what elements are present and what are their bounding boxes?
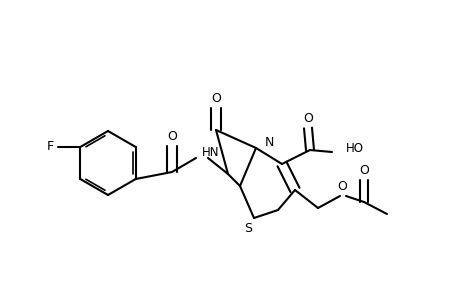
Text: O: O bbox=[167, 130, 177, 143]
Text: HO: HO bbox=[345, 142, 363, 154]
Text: O: O bbox=[302, 112, 312, 125]
Text: HN: HN bbox=[202, 146, 219, 158]
Text: O: O bbox=[358, 164, 368, 178]
Text: O: O bbox=[211, 92, 220, 106]
Text: F: F bbox=[47, 140, 54, 154]
Text: N: N bbox=[264, 136, 274, 149]
Text: O: O bbox=[336, 181, 346, 194]
Text: S: S bbox=[243, 223, 252, 236]
